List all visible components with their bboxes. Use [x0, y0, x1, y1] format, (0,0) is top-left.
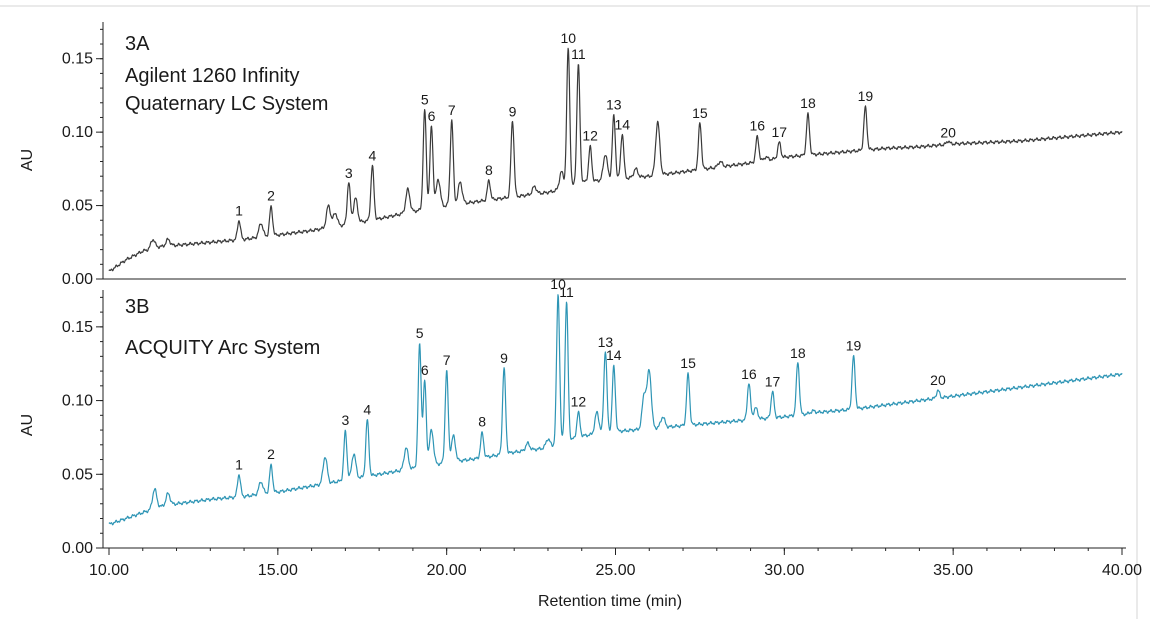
y-tick-label: 0.15 [62, 51, 93, 68]
peak-label: 16 [750, 117, 766, 133]
peak-label: 4 [368, 147, 376, 163]
peak-label: 3 [345, 165, 353, 181]
peak-label: 6 [428, 108, 436, 124]
panel-3a-system-line-1: Agilent 1260 Infinity [125, 65, 300, 87]
peak-label: 12 [571, 394, 587, 410]
x-axis-label: Retention time (min) [538, 593, 682, 610]
peak-label: 14 [606, 347, 622, 363]
peak-label: 17 [765, 374, 781, 390]
panel-3b-y-axis-label: AU [19, 414, 36, 436]
peak-label: 20 [940, 125, 956, 141]
y-tick-label: 0.00 [62, 271, 93, 288]
panel-3a-y-axis-label: AU [19, 149, 36, 171]
peak-label: 16 [741, 366, 757, 382]
peak-label: 1 [235, 457, 243, 473]
panel-3a-system-line-2: Quaternary LC System [125, 93, 328, 115]
x-tick-label: 15.00 [258, 562, 298, 579]
peak-label: 19 [846, 337, 862, 353]
peak-label: 12 [582, 127, 598, 143]
peak-label: 9 [500, 350, 508, 366]
peak-label: 11 [559, 284, 574, 300]
peak-label: 11 [571, 46, 586, 62]
peak-label: 5 [416, 325, 424, 341]
peak-label: 1 [235, 203, 243, 219]
peak-label: 7 [448, 102, 456, 118]
peak-label: 20 [930, 372, 946, 388]
panel-3b-title: 3B [125, 296, 149, 318]
y-tick-label: 0.05 [62, 198, 93, 215]
panel-3a-trace-group [108, 47, 1123, 272]
peak-label: 8 [485, 162, 493, 178]
y-tick-label: 0.05 [62, 466, 93, 483]
peak-label: 2 [267, 446, 275, 462]
panel-3a-title: 3A [125, 33, 150, 55]
peak-label: 15 [680, 355, 696, 371]
peak-label: 10 [560, 30, 576, 46]
x-tick-label: 10.00 [89, 562, 129, 579]
y-tick-label: 0.00 [62, 540, 93, 557]
peak-label: 3 [341, 412, 349, 428]
x-tick-label: 20.00 [427, 562, 467, 579]
peak-label: 4 [363, 401, 371, 417]
y-tick-label: 0.10 [62, 124, 93, 141]
x-tick-label: 40.00 [1102, 562, 1142, 579]
peak-label: 10 [550, 276, 566, 292]
peak-label: 5 [421, 92, 429, 108]
x-tick-label: 30.00 [764, 562, 804, 579]
y-tick-label: 0.10 [62, 393, 93, 410]
x-tick-label: 35.00 [933, 562, 973, 579]
panel-3a-trace [108, 47, 1123, 272]
y-tick-label: 0.15 [62, 319, 93, 336]
peak-label: 13 [598, 334, 614, 350]
peak-label: 2 [267, 188, 275, 204]
peak-label: 6 [421, 362, 429, 378]
peak-label: 13 [606, 96, 622, 112]
peak-label: 15 [692, 105, 708, 121]
peak-label: 17 [771, 124, 787, 140]
peak-label: 9 [509, 103, 517, 119]
panel-3b-y-ticks: 0.00 0.05 0.10 0.15 [62, 290, 1126, 557]
panel-3a-y-ticks: 0.00 0.05 0.10 0.15 [62, 22, 1126, 288]
peak-label: 18 [800, 95, 816, 111]
panel-3b-trace-group [108, 294, 1123, 526]
peak-label: 14 [614, 117, 630, 133]
panel-3b-trace [108, 294, 1123, 526]
x-tick-label: 25.00 [595, 562, 635, 579]
peak-label: 19 [858, 88, 874, 104]
peak-label: 8 [478, 414, 486, 430]
panel-3b-system-line-1: ACQUITY Arc System [125, 337, 320, 359]
peak-label: 7 [443, 352, 451, 368]
x-axis: 10.00 15.00 20.00 25.00 30.00 35.00 40.00 [89, 548, 1142, 579]
peak-label: 18 [790, 345, 806, 361]
